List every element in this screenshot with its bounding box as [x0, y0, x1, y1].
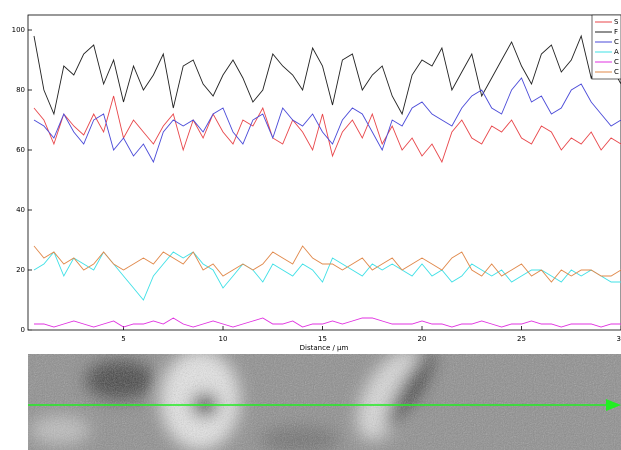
y-tick-label: 60 — [16, 146, 25, 154]
y-tick-label: 20 — [16, 266, 25, 274]
series-line — [34, 78, 621, 162]
x-tick-label: 25 — [517, 335, 526, 343]
legend-label: C — [614, 38, 619, 46]
micrograph — [28, 339, 621, 450]
x-tick-label: 10 — [219, 335, 228, 343]
y-tick-label: 0 — [21, 326, 25, 334]
x-tick-label: 20 — [418, 335, 427, 343]
legend-label: C — [614, 58, 619, 66]
x-tick-label: 30 — [617, 335, 621, 343]
legend-label: C — [614, 68, 619, 76]
y-tick-label: 80 — [16, 86, 25, 94]
y-tick-label: 100 — [12, 26, 25, 34]
series-line — [34, 252, 621, 300]
series-line — [34, 318, 621, 327]
legend-label: A — [614, 48, 619, 56]
chart: Distance / µm 02040608010051015202530SFC… — [0, 0, 621, 450]
y-tick-label: 40 — [16, 206, 25, 214]
plot-frame — [28, 15, 621, 330]
x-tick-label: 15 — [318, 335, 327, 343]
x-axis-label: Distance / µm — [300, 344, 349, 352]
x-tick-label: 5 — [121, 335, 125, 343]
series-line — [34, 96, 621, 162]
series-line — [34, 36, 621, 114]
legend-label: S — [614, 18, 619, 26]
series-line — [34, 246, 621, 282]
legend-label: F — [614, 28, 618, 36]
